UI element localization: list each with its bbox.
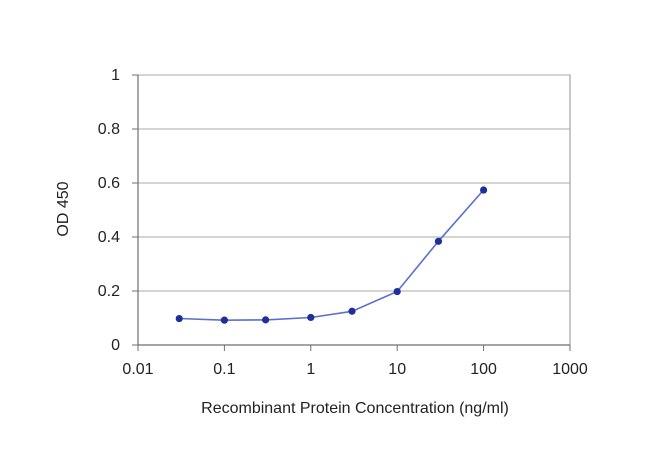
x-tick-label-1: 0.1 xyxy=(213,361,235,378)
x-axis-title: Recombinant Protein Concentration (ng/ml… xyxy=(201,400,509,417)
plot-frame xyxy=(137,74,571,346)
grid-layer xyxy=(137,74,571,346)
y-tick-label-0: 0 xyxy=(111,337,120,354)
y-tick-label-2: 0.4 xyxy=(98,229,120,246)
data-point-6 xyxy=(434,237,443,245)
y-tick-label-3: 0.6 xyxy=(98,175,120,192)
data-point-7 xyxy=(480,186,488,194)
x-tick-label-4: 100 xyxy=(470,361,497,378)
x-tick-label-0: 0.01 xyxy=(122,361,153,378)
axes-layer xyxy=(132,74,571,351)
y-tick-label-4: 0.8 xyxy=(98,121,120,138)
series-layer xyxy=(175,186,488,324)
x-tick-label-5: 1000 xyxy=(552,361,588,378)
x-tick-label-2: 1 xyxy=(306,361,315,378)
y-tick-label-1: 0.2 xyxy=(98,283,120,300)
data-point-3 xyxy=(307,313,315,322)
data-point-5 xyxy=(393,287,401,296)
data-point-0 xyxy=(175,314,183,323)
data-point-4 xyxy=(348,307,356,315)
data-point-2 xyxy=(262,316,270,324)
y-axis-title: OD 450 xyxy=(55,181,72,236)
y-tick-label-5: 1 xyxy=(111,67,120,84)
x-tick-label-3: 10 xyxy=(388,361,406,378)
series-line-0 xyxy=(179,189,485,322)
labels-layer: 0 0.2 0.4 0.6 0.8 1 0.01 0.1 1 10 100 1000 xyxy=(98,67,588,378)
data-point-1 xyxy=(220,316,228,324)
